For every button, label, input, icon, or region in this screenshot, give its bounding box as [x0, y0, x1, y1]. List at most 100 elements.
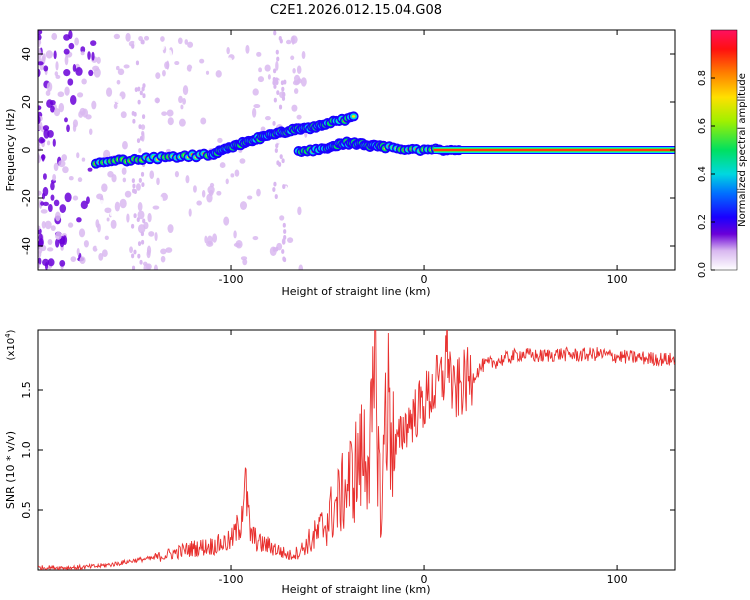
spectrogram-noise-blob	[63, 69, 71, 77]
spectrogram-noise-blob	[191, 224, 196, 234]
spectrogram-noise-blob	[92, 245, 98, 252]
spectrogram-noise-blob	[122, 262, 127, 270]
spectrogram-noise-blob	[195, 250, 202, 259]
y-tick-label: 40	[20, 47, 33, 61]
spectrogram-noise-blob	[249, 264, 256, 270]
spectrogram-noise-blob	[38, 30, 43, 35]
spectrogram-noise-blob	[219, 162, 226, 169]
spectrogram-noise-blob	[101, 183, 108, 192]
spectrogram-noise-blob	[59, 238, 65, 248]
x-tick-label: 0	[421, 573, 428, 586]
snr-x-label: Height of straight line (km)	[281, 583, 430, 596]
spectrogram-noise-blob	[258, 67, 263, 73]
spectrogram-noise-blob	[135, 60, 140, 66]
spectrogram-noise-blob	[160, 36, 165, 42]
spectrogram-noise-blob	[256, 188, 261, 197]
spectrogram-noise-blob	[111, 174, 117, 183]
spectrogram-noise-blob	[185, 175, 190, 184]
spectrogram-noise-blob	[297, 206, 302, 216]
spectrogram-noise-blob	[38, 115, 41, 125]
spectrogram-noise-blob	[301, 51, 306, 60]
spectrogram-noise-blob	[52, 138, 56, 147]
spectrogram-noise-blob	[38, 257, 42, 265]
spectrogram-noise-blob	[282, 91, 286, 97]
spectrogram-noise-blob	[281, 249, 285, 254]
spectrogram-noise-blob	[138, 148, 142, 153]
spectrogram-noise-blob	[113, 33, 121, 40]
spectrogram-noise-blob	[223, 216, 230, 226]
spectrogram-noise-blob	[156, 177, 160, 186]
y-tick-label: 1.5	[20, 381, 33, 399]
spectrogram-noise-blob	[51, 32, 58, 41]
spectrogram-noise-blob	[108, 66, 112, 73]
spectrogram-noise-blob	[239, 158, 246, 164]
spectrogram-noise-blob	[117, 68, 125, 76]
y-tick-label: 0	[20, 147, 33, 154]
snr-x-ticks: -100 0 100	[219, 330, 628, 586]
y-tick-label: -20	[20, 189, 33, 207]
spectrogram-noise-blob	[131, 43, 135, 49]
spectrogram-noise-blob	[80, 51, 85, 56]
spectrogram-noise-blob	[182, 85, 189, 96]
spectrogram-noise-blob	[273, 97, 277, 103]
spectrogram-noise-blob	[78, 228, 86, 238]
spectrogram-noise-blob	[62, 166, 69, 174]
spectrogram-noise-blob	[38, 154, 41, 164]
spectrogram-noise-blob	[110, 219, 117, 229]
spectrogram-noise-blob	[260, 126, 266, 132]
spectrogram-noise-blob	[246, 195, 253, 200]
spectrogram-noise-blob	[98, 252, 104, 261]
spectrogram-noise-blob	[91, 51, 95, 61]
spectrogram-noise-blob	[278, 104, 283, 110]
spectrogram-noise-blob	[140, 231, 144, 237]
spectrogram-noise-blob	[141, 86, 145, 92]
spectrogram-noise-blob	[38, 68, 41, 78]
spectrogram-noise-blob	[242, 111, 247, 116]
spectrogram-noise-blob	[272, 199, 277, 204]
spectrogram-noise-blob	[275, 143, 279, 149]
spectrogram-noise-blob	[136, 138, 141, 144]
colorbar: 0.0 0.2 0.4 0.6 0.8 Normalized spectral ampl…	[697, 29, 748, 278]
spectrogram-noise-blob	[147, 212, 152, 223]
spectrogram-noise-blob	[215, 70, 222, 78]
spectrogram-noise-blob	[282, 257, 287, 263]
spectrogram-noise-blob	[38, 40, 42, 45]
spectrogram-noise-blob	[218, 219, 223, 230]
spectrogram-noise-blob	[291, 104, 298, 112]
spectrogram-noise-blob	[50, 225, 56, 232]
spectrogram-noise-blob	[132, 169, 140, 176]
spectrogram-noise-blob	[59, 260, 66, 267]
spectrogram-noise-blob	[291, 35, 295, 45]
spectrogram-noise-blob	[224, 181, 230, 188]
spectrogram-noise-blob	[120, 111, 127, 119]
spectrogram-y-ticks: -40 -20 0 20 40	[20, 47, 675, 255]
spectrogram-noise-blob	[250, 187, 254, 198]
spectrogram-noise-blob	[59, 204, 67, 213]
spectrogram-x-label: Height of straight line (km)	[281, 285, 430, 298]
spectrogram-noise-blob	[274, 194, 278, 199]
spectrogram-noise-blob	[116, 79, 121, 85]
spectrogram-noise-blob	[146, 249, 151, 259]
spectrogram-noise-blob	[199, 58, 205, 64]
spectrogram-noise-blob	[211, 103, 217, 110]
spectrogram-noise-blob	[287, 237, 294, 244]
snr-frame	[37, 329, 676, 571]
spectrogram-noise-blob	[55, 61, 59, 71]
spectrogram-noise-blob	[95, 219, 100, 228]
spectrogram-noise-blob	[103, 149, 111, 160]
spectrogram-noise-blob	[205, 70, 210, 75]
spectrogram-noise-blob	[109, 97, 114, 107]
spectrogram-noise-blob	[133, 249, 137, 255]
spectrogram-noise-blob	[77, 177, 83, 183]
spectrogram-noise-blob	[67, 222, 74, 228]
spectrogram-noise-blob	[283, 79, 287, 85]
spectrogram-noise-blob	[201, 190, 206, 198]
spectrogram-noise-blob	[52, 173, 57, 181]
spectrogram-noise-blob	[55, 238, 60, 248]
spectrogram-noise-blob	[288, 76, 295, 83]
spectrogram-noise-blob	[296, 65, 302, 74]
spectrogram-noise-blob	[58, 160, 66, 168]
spectrogram-noise-blob	[207, 185, 215, 195]
spectrogram-noise-blob	[193, 185, 197, 193]
spectrogram-noise-blob	[177, 37, 183, 45]
